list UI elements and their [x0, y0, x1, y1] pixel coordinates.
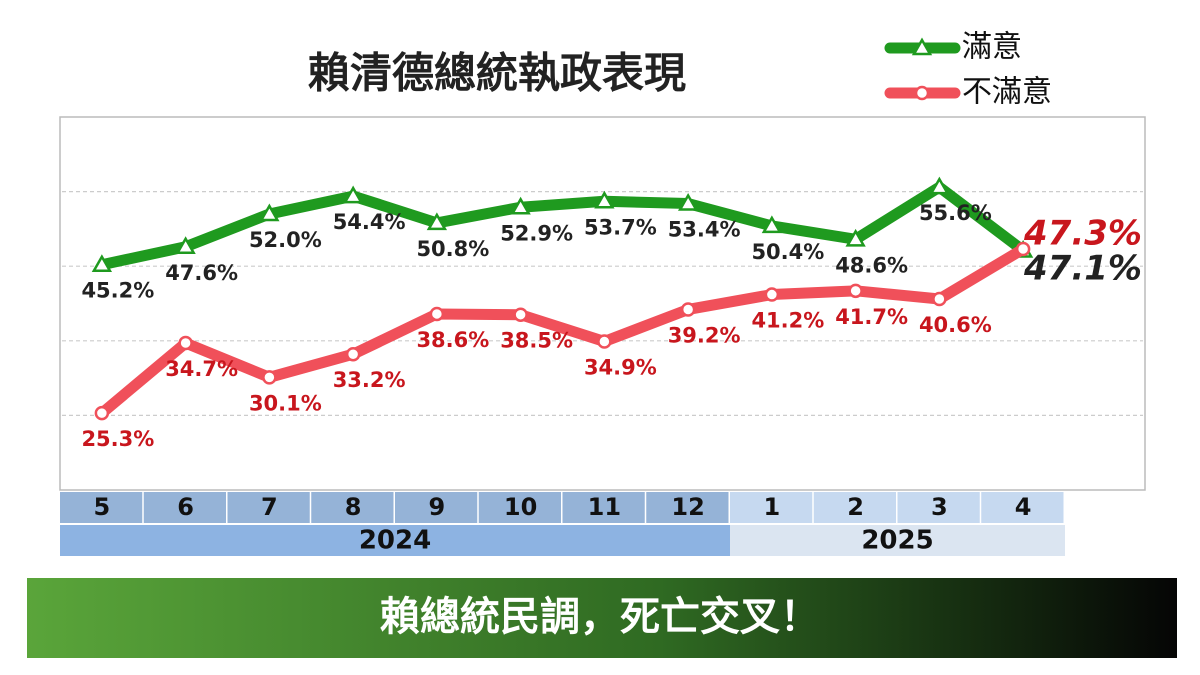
marker	[175, 236, 196, 255]
month-cell	[981, 492, 1064, 523]
marker	[513, 307, 528, 322]
data-label: 39.2%	[668, 323, 741, 347]
marker	[91, 254, 113, 272]
x-tick-label: 4	[1015, 493, 1032, 521]
x-tick-label: 11	[588, 493, 621, 521]
marker	[929, 176, 950, 195]
year-cell	[730, 525, 1065, 556]
x-tick-label: 12	[671, 493, 704, 521]
x-tick-label: 6	[177, 493, 194, 521]
month-cell	[646, 492, 729, 523]
marker	[345, 346, 361, 362]
data-label: 40.6%	[919, 313, 992, 337]
data-label: 52.0%	[249, 228, 322, 252]
legend-label: 滿意	[962, 30, 1022, 65]
month-cell	[813, 492, 896, 523]
data-label: 25.3%	[81, 427, 154, 451]
data-label: 50.8%	[416, 237, 489, 261]
banner-text: 賴總統民調，死亡交叉！	[380, 594, 820, 640]
data-label: 45.2%	[81, 279, 154, 303]
legend-label: 不滿意	[962, 75, 1052, 110]
marker	[597, 334, 612, 349]
banner	[27, 578, 1177, 658]
month-cell	[897, 492, 980, 523]
x-tick-label: 9	[429, 493, 446, 521]
data-label: 34.9%	[584, 356, 657, 380]
x-tick-label: 3	[931, 493, 948, 521]
marker	[594, 190, 615, 209]
x-tick-label: 5	[94, 493, 111, 521]
month-cell	[730, 492, 813, 523]
chart-title: 賴清德總統執政表現	[308, 49, 686, 98]
plot-frame	[59, 116, 1146, 491]
marker	[94, 405, 110, 421]
marker	[510, 196, 531, 215]
month-cell	[60, 492, 143, 523]
x-tick-label: 8	[345, 493, 362, 521]
month-cell	[311, 492, 394, 523]
data-label: 53.4%	[668, 218, 741, 242]
marker	[845, 228, 866, 247]
marker	[848, 283, 863, 299]
data-label: 48.6%	[835, 253, 908, 277]
marker	[761, 215, 783, 234]
marker	[259, 203, 280, 222]
data-label: 34.7%	[165, 357, 238, 381]
marker	[262, 370, 277, 385]
marker	[677, 193, 699, 211]
marker	[764, 287, 780, 302]
month-cell	[227, 492, 310, 523]
data-label: 47.6%	[165, 261, 238, 285]
month-cell	[562, 492, 645, 523]
data-label: 52.9%	[500, 221, 573, 245]
x-tick-label: 2	[847, 493, 864, 521]
series-line	[98, 244, 1026, 418]
marker	[932, 291, 947, 307]
marker	[178, 335, 193, 351]
year-cell	[60, 525, 730, 556]
data-label: 55.6%	[919, 201, 992, 225]
x-tick-label: 1	[764, 493, 781, 521]
marker	[342, 185, 364, 204]
marker	[426, 212, 448, 231]
data-label: 41.7%	[835, 305, 908, 329]
data-label: 33.2%	[333, 368, 406, 392]
data-label: 54.4%	[333, 210, 406, 234]
data-label: 50.4%	[751, 240, 824, 264]
month-cell	[478, 492, 561, 523]
year-label: 2024	[359, 526, 431, 556]
legend-marker	[911, 37, 933, 56]
legend-marker	[914, 85, 930, 101]
marker	[429, 306, 445, 322]
x-tick-label: 7	[261, 493, 278, 521]
data-label: 47.1%	[1023, 249, 1142, 289]
data-label: 41.2%	[751, 309, 824, 333]
series-line	[100, 181, 1027, 271]
data-label: 38.6%	[416, 328, 489, 352]
year-label: 2025	[861, 526, 933, 556]
month-cell	[395, 492, 478, 523]
data-label: 47.3%	[1023, 214, 1142, 254]
marker	[680, 302, 696, 317]
data-label: 30.1%	[249, 391, 322, 415]
data-label: 38.5%	[500, 329, 573, 353]
data-label: 53.7%	[584, 215, 657, 239]
marker	[1015, 241, 1031, 257]
month-cell	[143, 492, 226, 523]
x-tick-label: 10	[504, 493, 537, 521]
